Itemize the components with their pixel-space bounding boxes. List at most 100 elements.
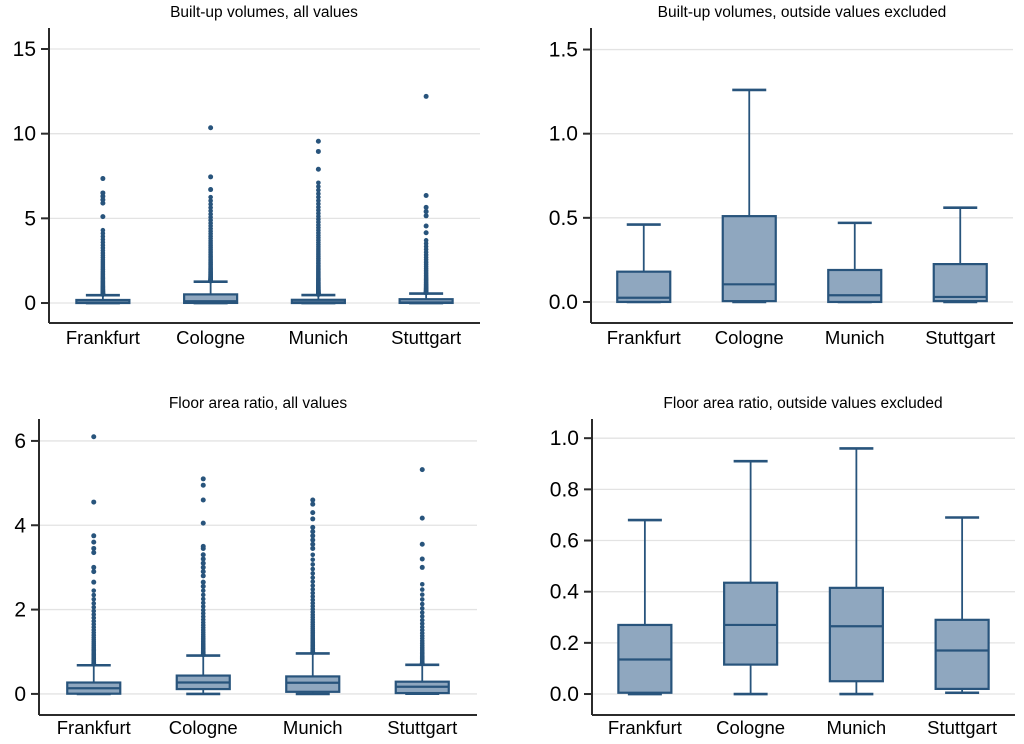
panel-title: Built-up volumes, all values (170, 4, 358, 21)
outlier-dot (423, 209, 429, 215)
outlier-dot (419, 467, 425, 473)
outlier-dot (419, 592, 425, 597)
outlier-dot (316, 204, 321, 210)
outlier-dot (91, 588, 97, 593)
outlier-dot (316, 187, 321, 193)
outlier-dot (208, 211, 213, 217)
outlier-dot (419, 624, 425, 630)
outlier-dot (310, 497, 316, 503)
outlier-dot (310, 575, 316, 580)
y-tick-label: 0 (24, 292, 36, 315)
outlier-dot (316, 207, 321, 213)
outlier-dot (200, 569, 206, 575)
category-label: Frankfurt (608, 717, 682, 738)
category-label: Stuttgart (925, 327, 995, 348)
outlier-dot (316, 191, 321, 197)
y-tick-label: 10 (13, 123, 36, 146)
outlier-dot (419, 610, 425, 615)
y-tick-label: 5 (24, 207, 36, 230)
outlier-dot (200, 600, 206, 606)
outlier-dot (208, 201, 213, 207)
box (827, 268, 883, 304)
boxplot-built-up-all-values: Built-up volumes, all values 0 5 10 15 Frank… (13, 4, 480, 348)
outlier-dot (200, 573, 206, 579)
outlier-dot (310, 545, 316, 551)
outlier-dot (208, 198, 213, 204)
outlier-dot (100, 214, 106, 220)
outlier-dot (310, 583, 316, 588)
outlier-dot (208, 205, 213, 210)
outlier-dot (310, 524, 316, 530)
category-label: Cologne (715, 327, 784, 348)
panel-title: Floor area ratio, outside values exclude… (663, 395, 942, 412)
outlier-dot (91, 499, 97, 505)
box (934, 618, 990, 691)
outlier-dot (419, 597, 425, 602)
outlier-dot (419, 581, 425, 587)
outlier-dot (200, 556, 206, 562)
box (723, 581, 779, 666)
category-label: Munich (825, 327, 885, 348)
outlier-dot (419, 556, 425, 562)
outlier-dot (419, 515, 425, 521)
outlier-dot (200, 497, 206, 503)
outlier-dot (200, 564, 206, 570)
y-tick-label: 0.0 (550, 683, 579, 706)
y-tick-label: 15 (13, 38, 36, 61)
outlier-dot (91, 533, 97, 539)
outlier-dot (200, 476, 206, 482)
outlier-dot (315, 166, 321, 172)
outlier-dot (91, 564, 97, 570)
outlier-dot (200, 604, 206, 609)
outlier-dot (91, 601, 97, 606)
outlier-dot (91, 608, 97, 614)
y-tick-label: 0.6 (550, 530, 579, 553)
category-label: Cologne (176, 327, 245, 348)
y-tick-label: 0 (14, 683, 26, 706)
outlier-dot (419, 564, 425, 570)
outlier-dot (419, 601, 425, 607)
outlier-dot (200, 482, 206, 488)
outlier-dot (423, 213, 429, 219)
outlier-dot (91, 434, 97, 440)
outlier-dot (310, 587, 316, 592)
y-tick-label: 6 (14, 430, 26, 453)
outlier-dot (200, 520, 206, 526)
box (828, 586, 884, 683)
outlier-dot (200, 596, 206, 602)
outlier-dot (91, 618, 97, 624)
outlier-dot (310, 566, 316, 572)
outlier-dot (310, 537, 316, 543)
outlier-dot (91, 579, 97, 585)
outlier-dot (310, 562, 316, 567)
outlier-dot (100, 231, 106, 236)
outlier-dot (310, 590, 316, 596)
outlier-dot (100, 190, 106, 196)
outlier-dot (316, 184, 321, 189)
outlier-dot (310, 597, 316, 603)
outlier-dot (310, 529, 316, 535)
outlier-dot (423, 192, 429, 198)
y-tick-label: 2 (14, 599, 26, 622)
outlier-dot (419, 621, 425, 626)
y-tick-label: 1.0 (549, 123, 578, 146)
outlier-dot (91, 539, 97, 545)
category-label: Munich (289, 327, 349, 348)
y-tick-label: 0.8 (550, 478, 579, 501)
category-label: Munich (827, 717, 887, 738)
outlier-dot (91, 604, 97, 610)
outlier-dot (310, 510, 316, 516)
outlier-dot (315, 138, 321, 144)
outlier-dot (200, 552, 206, 558)
outlier-dot (91, 612, 97, 617)
boxplot-floor-area-all-values: Floor area ratio, all values 0 2 4 6 Frankfu… (14, 395, 477, 738)
outlier-dot (310, 541, 316, 547)
outlier-dot (310, 594, 316, 599)
outlier-dot (91, 592, 97, 598)
outlier-dot (200, 614, 206, 619)
outlier-dot (200, 583, 206, 589)
outlier-dot (423, 223, 429, 229)
outlier-dot (91, 596, 97, 602)
box (932, 263, 988, 303)
